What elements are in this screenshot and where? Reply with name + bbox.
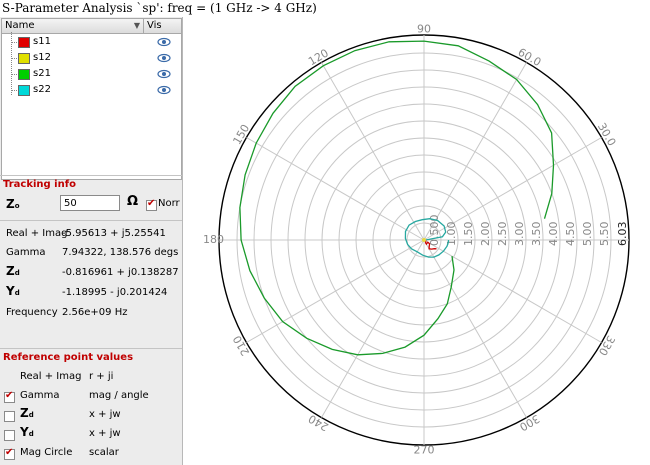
trace-label: s22 (33, 84, 51, 95)
angle-spoke (423, 137, 602, 241)
trace-label: s21 (33, 68, 51, 79)
series-s11-line (425, 240, 437, 250)
eye-icon[interactable] (157, 66, 171, 82)
gamma-label: Gamma (6, 247, 46, 258)
radial-tick-label: 3.00 (513, 222, 526, 247)
trace-list-header: Name ▼ Vis (2, 19, 181, 34)
eye-icon[interactable] (157, 82, 171, 98)
color-swatch (18, 69, 30, 80)
angle-spoke (423, 62, 527, 241)
column-vis-label: Vis (147, 20, 162, 31)
angle-spoke (246, 137, 425, 241)
ref-real-imag-label: Real + Imag (20, 371, 82, 382)
gamma-checkbox[interactable] (4, 390, 15, 403)
zd-checkbox[interactable] (4, 411, 15, 422)
trace-item-s22[interactable]: s22 (2, 82, 181, 98)
normalize-checkbox[interactable] (146, 198, 157, 211)
radial-tick-label: 5.50 (598, 222, 611, 247)
real-imag-label: Real + Imag (6, 228, 68, 239)
radial-tick-label: 3.50 (530, 222, 543, 247)
column-vis-header[interactable]: Vis (144, 19, 162, 33)
radial-tick-label: 4.50 (564, 222, 577, 247)
eye-icon[interactable] (157, 50, 171, 66)
trace-label: s12 (33, 52, 51, 63)
angle-tick-label: 60.0 (516, 46, 544, 70)
yd-checkbox[interactable] (4, 430, 15, 441)
radial-tick-label: 2.00 (479, 222, 492, 247)
ref-zd-label: Zd (20, 406, 34, 420)
normalize-label: Norr (158, 198, 180, 209)
color-swatch (18, 53, 30, 64)
radial-tick-label: 1.00 (445, 222, 458, 247)
frequency-value: 2.56e+09 Hz (62, 307, 128, 318)
trace-item-s11[interactable]: s11 (2, 34, 181, 50)
ref-real-imag-value: r + ji (89, 371, 114, 382)
color-swatch (18, 85, 30, 96)
window-title: S-Parameter Analysis `sp': freq = (1 GHz… (2, 1, 317, 15)
radial-tick-label: 6.03 (616, 222, 629, 247)
angle-tick-label: 180 (203, 233, 224, 246)
angle-spoke (423, 239, 527, 418)
angle-spoke (321, 62, 425, 241)
series-s22-line (404, 218, 450, 258)
radial-tick-label: 2.50 (496, 222, 509, 247)
angle-spoke (246, 239, 425, 343)
yd-label: Yd (6, 284, 20, 298)
trace-label: s11 (33, 36, 51, 47)
ref-yd-value: x + jw (89, 428, 121, 439)
ref-mag-circle-value: scalar (89, 447, 119, 458)
ref-mag-circle-label: Mag Circle (20, 447, 73, 458)
eye-icon[interactable] (157, 34, 171, 50)
angle-spoke (321, 239, 425, 418)
angle-spoke (423, 239, 602, 343)
chevron-down-icon: ▼ (133, 21, 140, 30)
z0-input[interactable]: 50 (60, 195, 120, 211)
side-panel: Name ▼ Vis s11 s12 (0, 17, 183, 465)
frequency-label: Frequency (6, 307, 58, 318)
radial-tick-label: 4.00 (547, 222, 560, 247)
radial-tick-label: 1.50 (462, 222, 475, 247)
series-s21-line (239, 40, 555, 356)
radial-tick-label: 5.00 (581, 222, 594, 247)
trace-list[interactable]: Name ▼ Vis s11 s12 (1, 18, 182, 180)
mag-circle-checkbox[interactable] (4, 447, 15, 460)
ref-yd-label: Yd (20, 425, 34, 439)
ohm-symbol: Ω (127, 194, 139, 209)
z0-label: Zo (6, 197, 20, 211)
angle-tick-label: 270 (414, 443, 435, 456)
real-imag-value: -5.95613 + j5.25541 (62, 228, 166, 239)
zd-value: -0.816961 + j0.138287 (62, 267, 179, 278)
yd-value: -1.18995 - j0.201424 (62, 287, 168, 298)
column-name-header[interactable]: Name ▼ (2, 19, 144, 33)
ref-gamma-value: mag / angle (89, 390, 149, 401)
ref-zd-value: x + jw (89, 409, 121, 420)
trace-item-s21[interactable]: s21 (2, 66, 181, 82)
angle-tick-label: 90 (417, 23, 431, 36)
zd-label: Zd (6, 264, 20, 278)
tracking-info-title: Tracking info (3, 179, 76, 190)
ref-gamma-label: Gamma (20, 390, 60, 401)
column-name-label: Name (5, 20, 35, 31)
reference-title: Reference point values (3, 352, 134, 363)
gamma-value: 7.94322, 138.576 degs (62, 247, 179, 258)
color-swatch (18, 37, 30, 48)
trace-item-s12[interactable]: s12 (2, 50, 181, 66)
origin-marker (422, 238, 426, 242)
angle-tick-label: 30.0 (595, 121, 619, 149)
